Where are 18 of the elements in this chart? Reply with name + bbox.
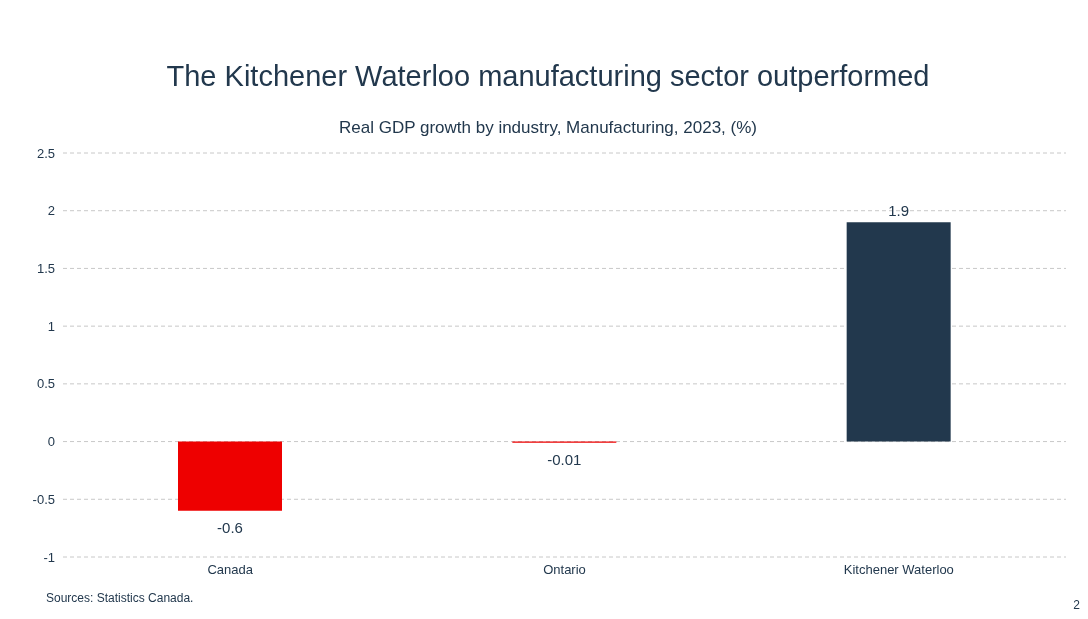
y-tick-label: 2.5 <box>36 145 55 161</box>
data-label: -0.01 <box>547 450 582 468</box>
y-tick-label: 1 <box>47 318 55 334</box>
data-label: 1.9 <box>888 202 910 220</box>
y-tick-label: 0 <box>47 434 55 450</box>
x-tick-label: Kitchener Waterloo <box>843 562 954 578</box>
source-note: Sources: Statistics Canada. <box>46 591 194 605</box>
y-tick-label: -0.5 <box>32 491 55 507</box>
x-tick-label: Ontario <box>543 562 586 578</box>
chart-title: The Kitchener Waterloo manufacturing sector outperformed <box>165 60 931 93</box>
y-tick-label: 2 <box>47 203 55 219</box>
y-tick-label: 1.5 <box>36 261 55 277</box>
chart-subtitle: Real GDP growth by industry, Manufacturing, 2023, (%) <box>338 118 758 138</box>
x-tick-label: Canada <box>207 562 254 578</box>
data-label: -0.6 <box>217 518 243 536</box>
y-tick-label: -1 <box>43 549 55 565</box>
text: 2 <box>1073 598 1080 612</box>
y-tick-label: 0.5 <box>36 376 55 392</box>
